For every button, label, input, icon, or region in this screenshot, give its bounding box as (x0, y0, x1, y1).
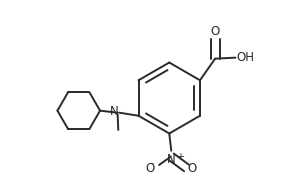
Text: O: O (187, 162, 197, 175)
Text: O: O (210, 25, 220, 38)
Text: +: + (176, 152, 184, 162)
Text: O: O (146, 162, 155, 175)
Text: ⁻: ⁻ (148, 161, 154, 171)
Text: OH: OH (236, 51, 254, 64)
Text: N: N (167, 153, 176, 166)
Text: N: N (110, 105, 118, 118)
